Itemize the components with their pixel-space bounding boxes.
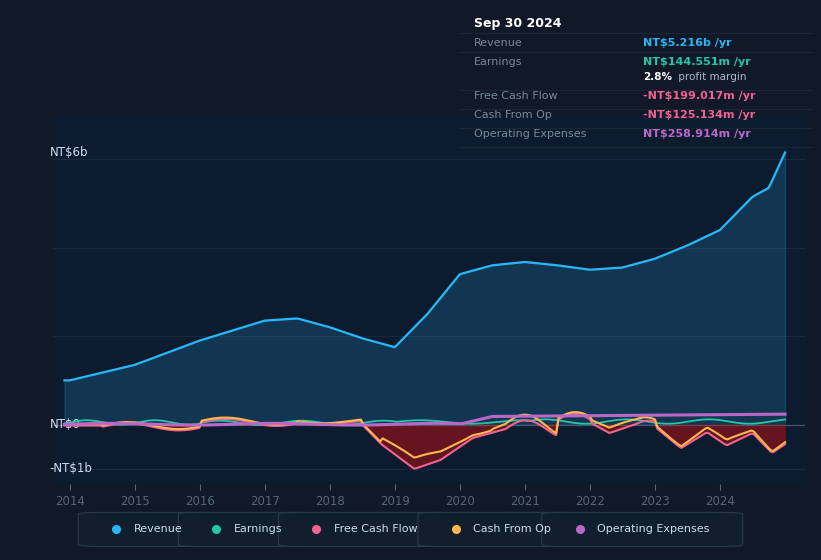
FancyBboxPatch shape bbox=[418, 512, 580, 547]
Text: Earnings: Earnings bbox=[474, 57, 522, 67]
FancyBboxPatch shape bbox=[178, 512, 316, 547]
FancyBboxPatch shape bbox=[78, 512, 216, 547]
Text: -NT$199.017m /yr: -NT$199.017m /yr bbox=[644, 91, 756, 101]
Text: Operating Expenses: Operating Expenses bbox=[597, 524, 709, 534]
Text: Earnings: Earnings bbox=[233, 524, 282, 534]
Text: -NT$1b: -NT$1b bbox=[49, 463, 93, 475]
Text: Revenue: Revenue bbox=[474, 38, 523, 48]
Text: profit margin: profit margin bbox=[675, 72, 746, 82]
FancyBboxPatch shape bbox=[542, 512, 743, 547]
Text: Free Cash Flow: Free Cash Flow bbox=[333, 524, 417, 534]
Text: NT$144.551m /yr: NT$144.551m /yr bbox=[644, 57, 751, 67]
Text: Sep 30 2024: Sep 30 2024 bbox=[474, 17, 562, 30]
Text: -NT$125.134m /yr: -NT$125.134m /yr bbox=[644, 110, 755, 120]
Text: NT$5.216b /yr: NT$5.216b /yr bbox=[644, 38, 732, 48]
Text: Cash From Op: Cash From Op bbox=[474, 110, 552, 120]
Text: NT$0: NT$0 bbox=[49, 418, 80, 431]
Text: Revenue: Revenue bbox=[134, 524, 182, 534]
Text: Cash From Op: Cash From Op bbox=[473, 524, 551, 534]
Text: Operating Expenses: Operating Expenses bbox=[474, 129, 586, 139]
FancyBboxPatch shape bbox=[278, 512, 456, 547]
Text: NT$6b: NT$6b bbox=[49, 146, 88, 159]
Text: 2.8%: 2.8% bbox=[644, 72, 672, 82]
Text: NT$258.914m /yr: NT$258.914m /yr bbox=[644, 129, 751, 139]
Text: Free Cash Flow: Free Cash Flow bbox=[474, 91, 557, 101]
